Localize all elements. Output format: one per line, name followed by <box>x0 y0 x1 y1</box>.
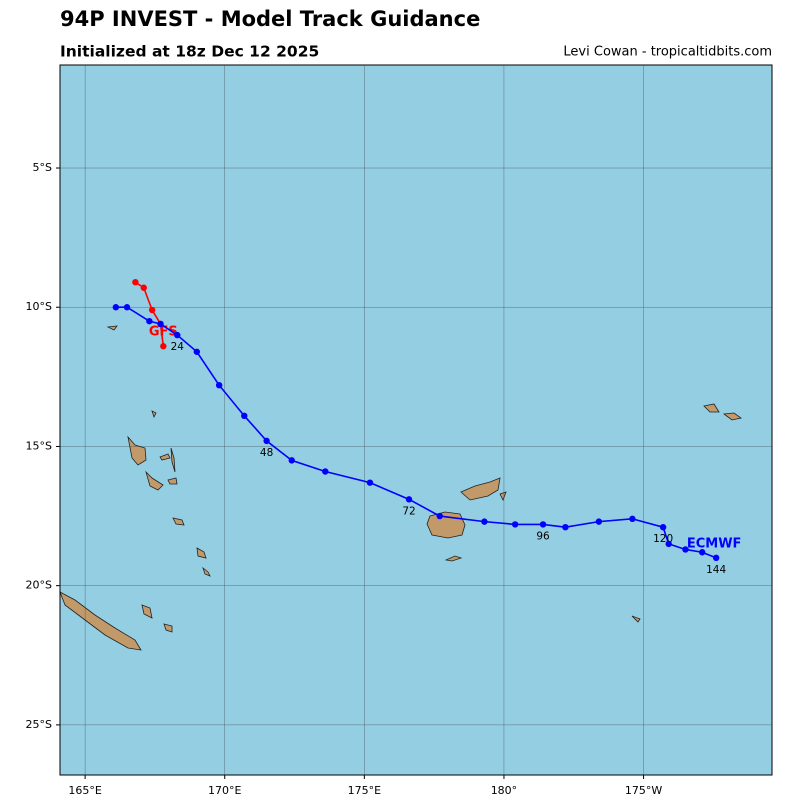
track-point <box>174 331 181 339</box>
track-point <box>148 306 156 314</box>
track-point <box>405 496 413 503</box>
track-point <box>698 549 706 556</box>
chart-subtitle: Initialized at 18z Dec 12 2025 <box>60 43 319 61</box>
track-point <box>263 437 270 445</box>
track-point <box>682 546 689 553</box>
track-point <box>595 518 603 525</box>
hour-label: 96 <box>536 530 550 542</box>
track-point <box>241 412 248 420</box>
series-label: ECMWF <box>687 536 742 551</box>
x-tick-label: 175°E <box>348 784 381 797</box>
track-point <box>562 523 569 531</box>
track-point <box>539 521 547 528</box>
x-tick-label: 175°W <box>625 784 662 797</box>
track-point <box>366 479 374 486</box>
track-point <box>659 523 667 531</box>
track-point <box>288 457 295 464</box>
x-tick-label: 170°E <box>208 784 241 797</box>
track-point <box>132 278 139 286</box>
track-point <box>146 317 153 325</box>
track-point <box>140 284 147 291</box>
track-point <box>160 343 167 350</box>
track-point <box>157 320 164 328</box>
credit: Levi Cowan - tropicaltidbits.com <box>563 45 772 60</box>
y-tick-label: 20°S <box>26 579 52 592</box>
track-point <box>215 381 223 389</box>
x-tick-label: 165°E <box>68 784 101 797</box>
track-point <box>665 540 672 548</box>
track-point <box>481 518 488 525</box>
x-tick-label: 180° <box>491 784 518 797</box>
hour-label: 72 <box>402 505 415 517</box>
hour-label: 24 <box>171 341 185 353</box>
chart-title: 94P INVEST - Model Track Guidance <box>60 7 480 31</box>
y-tick-label: 10°S <box>26 300 52 313</box>
y-tick-label: 5°S <box>33 161 52 174</box>
track-point <box>322 468 329 475</box>
y-tick-label: 25°S <box>26 718 52 731</box>
track-point <box>112 304 120 311</box>
track-point <box>511 521 519 528</box>
plot-frame <box>59 64 773 776</box>
track-point <box>123 304 131 311</box>
track-point <box>712 554 720 562</box>
y-tick-label: 15°S <box>26 439 52 452</box>
track-point <box>629 515 636 523</box>
track-point <box>436 512 443 520</box>
track-point <box>193 348 201 355</box>
series-label: GFS <box>149 325 178 340</box>
ocean <box>60 65 772 775</box>
hour-label: 144 <box>706 564 726 576</box>
hour-label: 48 <box>260 447 273 459</box>
